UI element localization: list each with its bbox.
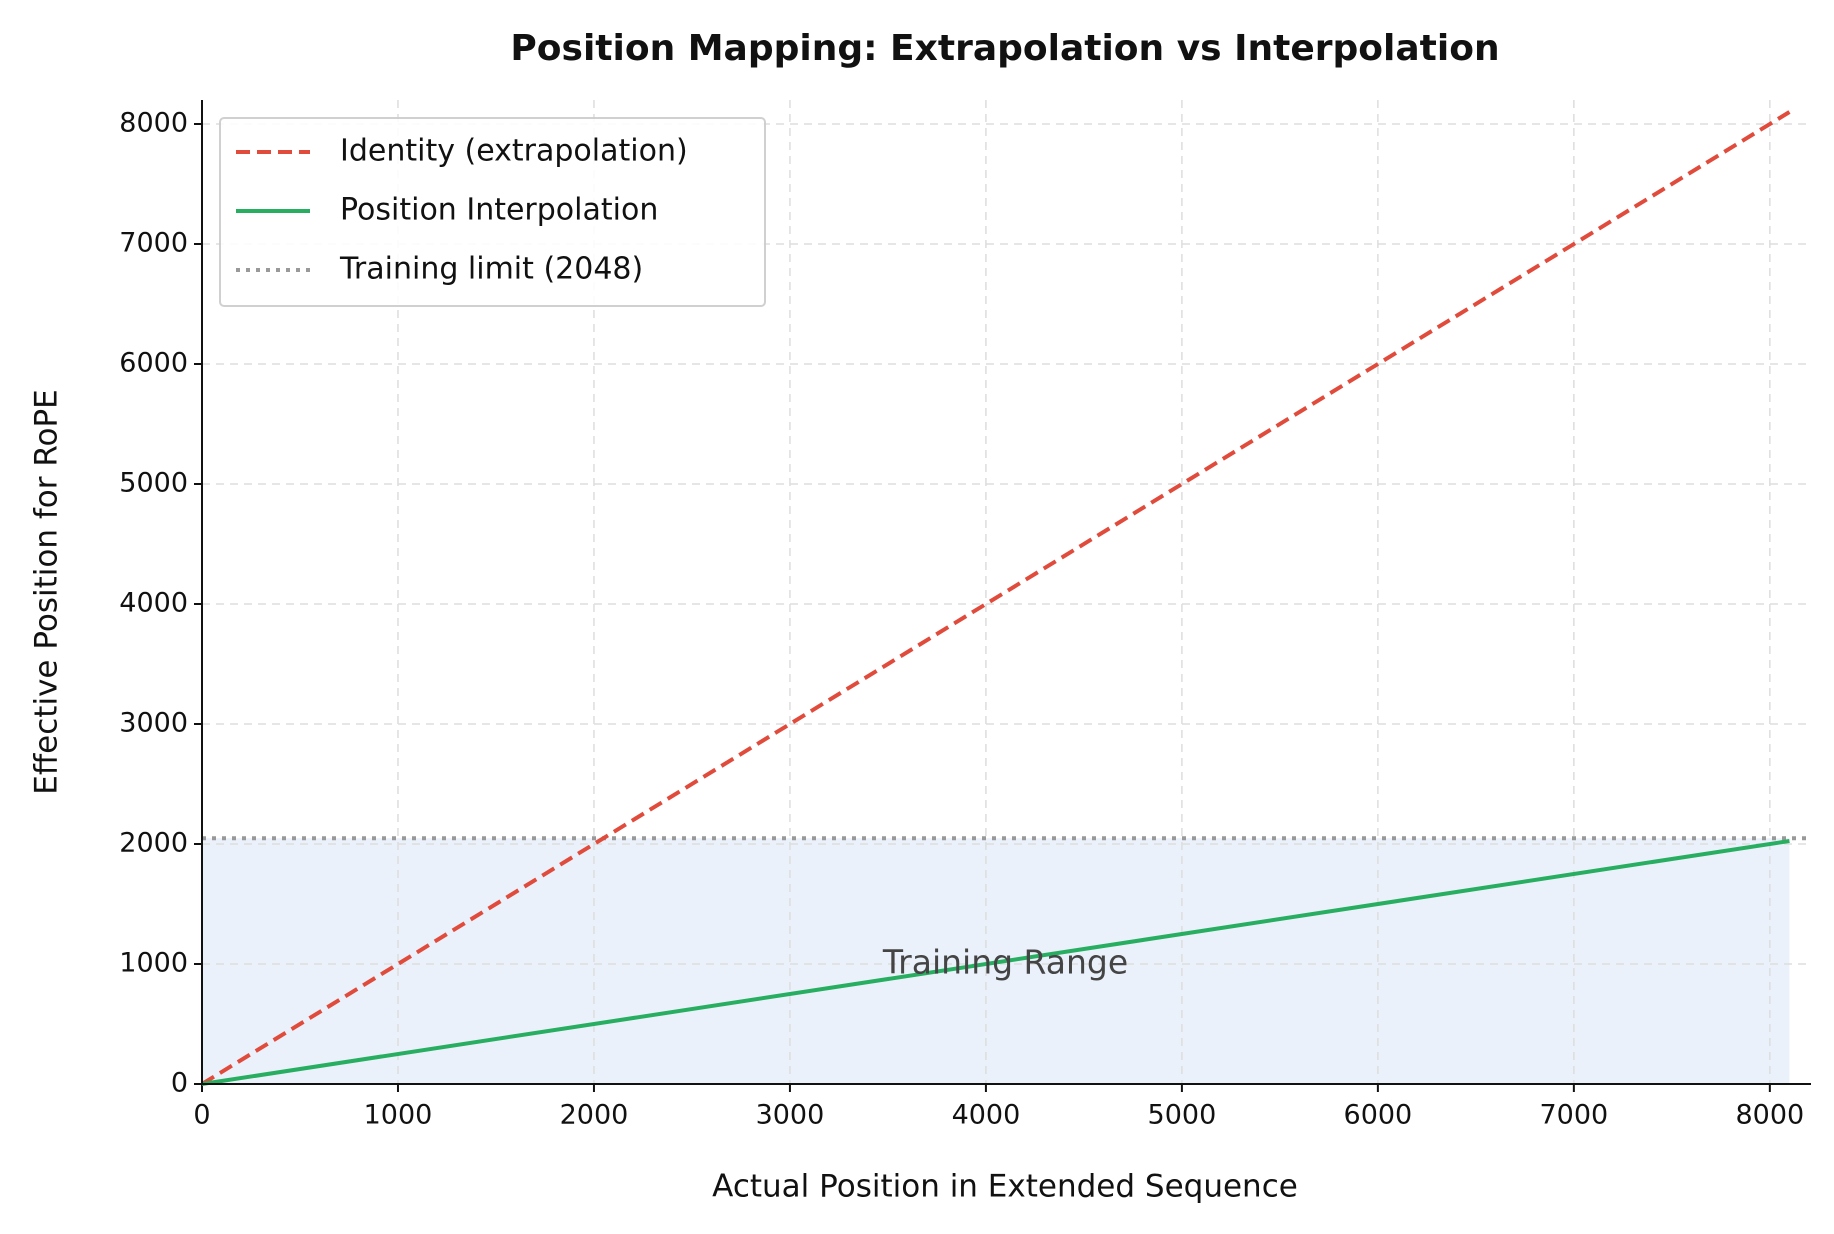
x-tick-label: 0 bbox=[193, 1100, 210, 1131]
annotation: Training Range bbox=[882, 943, 1128, 982]
series-line bbox=[201, 839, 1790, 1086]
series-line bbox=[200, 110, 1791, 1086]
legend-label: Position Interpolation bbox=[340, 193, 658, 228]
x-tick-label: 8000 bbox=[1735, 1100, 1804, 1131]
y-tick-label: 6000 bbox=[119, 348, 188, 379]
legend-box bbox=[219, 117, 766, 307]
x-tick-label: 2000 bbox=[560, 1100, 629, 1131]
legend-label: Training limit (2048) bbox=[339, 252, 643, 287]
x-tick-label: 5000 bbox=[1148, 1100, 1217, 1131]
y-tick-label: 8000 bbox=[119, 108, 188, 139]
x-tick-label: 7000 bbox=[1540, 1100, 1609, 1131]
y-tick-label: 4000 bbox=[119, 588, 188, 619]
y-tick-label: 3000 bbox=[119, 708, 188, 739]
x-tick-label: 3000 bbox=[756, 1100, 825, 1131]
y-tick-label: 5000 bbox=[119, 468, 188, 499]
x-tick-label: 1000 bbox=[364, 1100, 433, 1131]
y-tick-label: 7000 bbox=[119, 228, 188, 259]
x-tick-label: 4000 bbox=[952, 1100, 1021, 1131]
chart-title: Position Mapping: Extrapolation vs Inter… bbox=[510, 28, 1499, 69]
x-tick-label: 6000 bbox=[1344, 1100, 1413, 1131]
y-tick-label: 0 bbox=[171, 1068, 188, 1099]
y-tick-label: 1000 bbox=[119, 948, 188, 979]
y-axis-label: Effective Position for RoPE bbox=[29, 389, 65, 795]
legend: Identity (extrapolation) Position Interpo… bbox=[219, 117, 766, 307]
legend-label: Identity (extrapolation) bbox=[340, 134, 688, 169]
y-tick-label: 2000 bbox=[119, 828, 188, 859]
x-axis-label: Actual Position in Extended Sequence bbox=[712, 1169, 1298, 1205]
